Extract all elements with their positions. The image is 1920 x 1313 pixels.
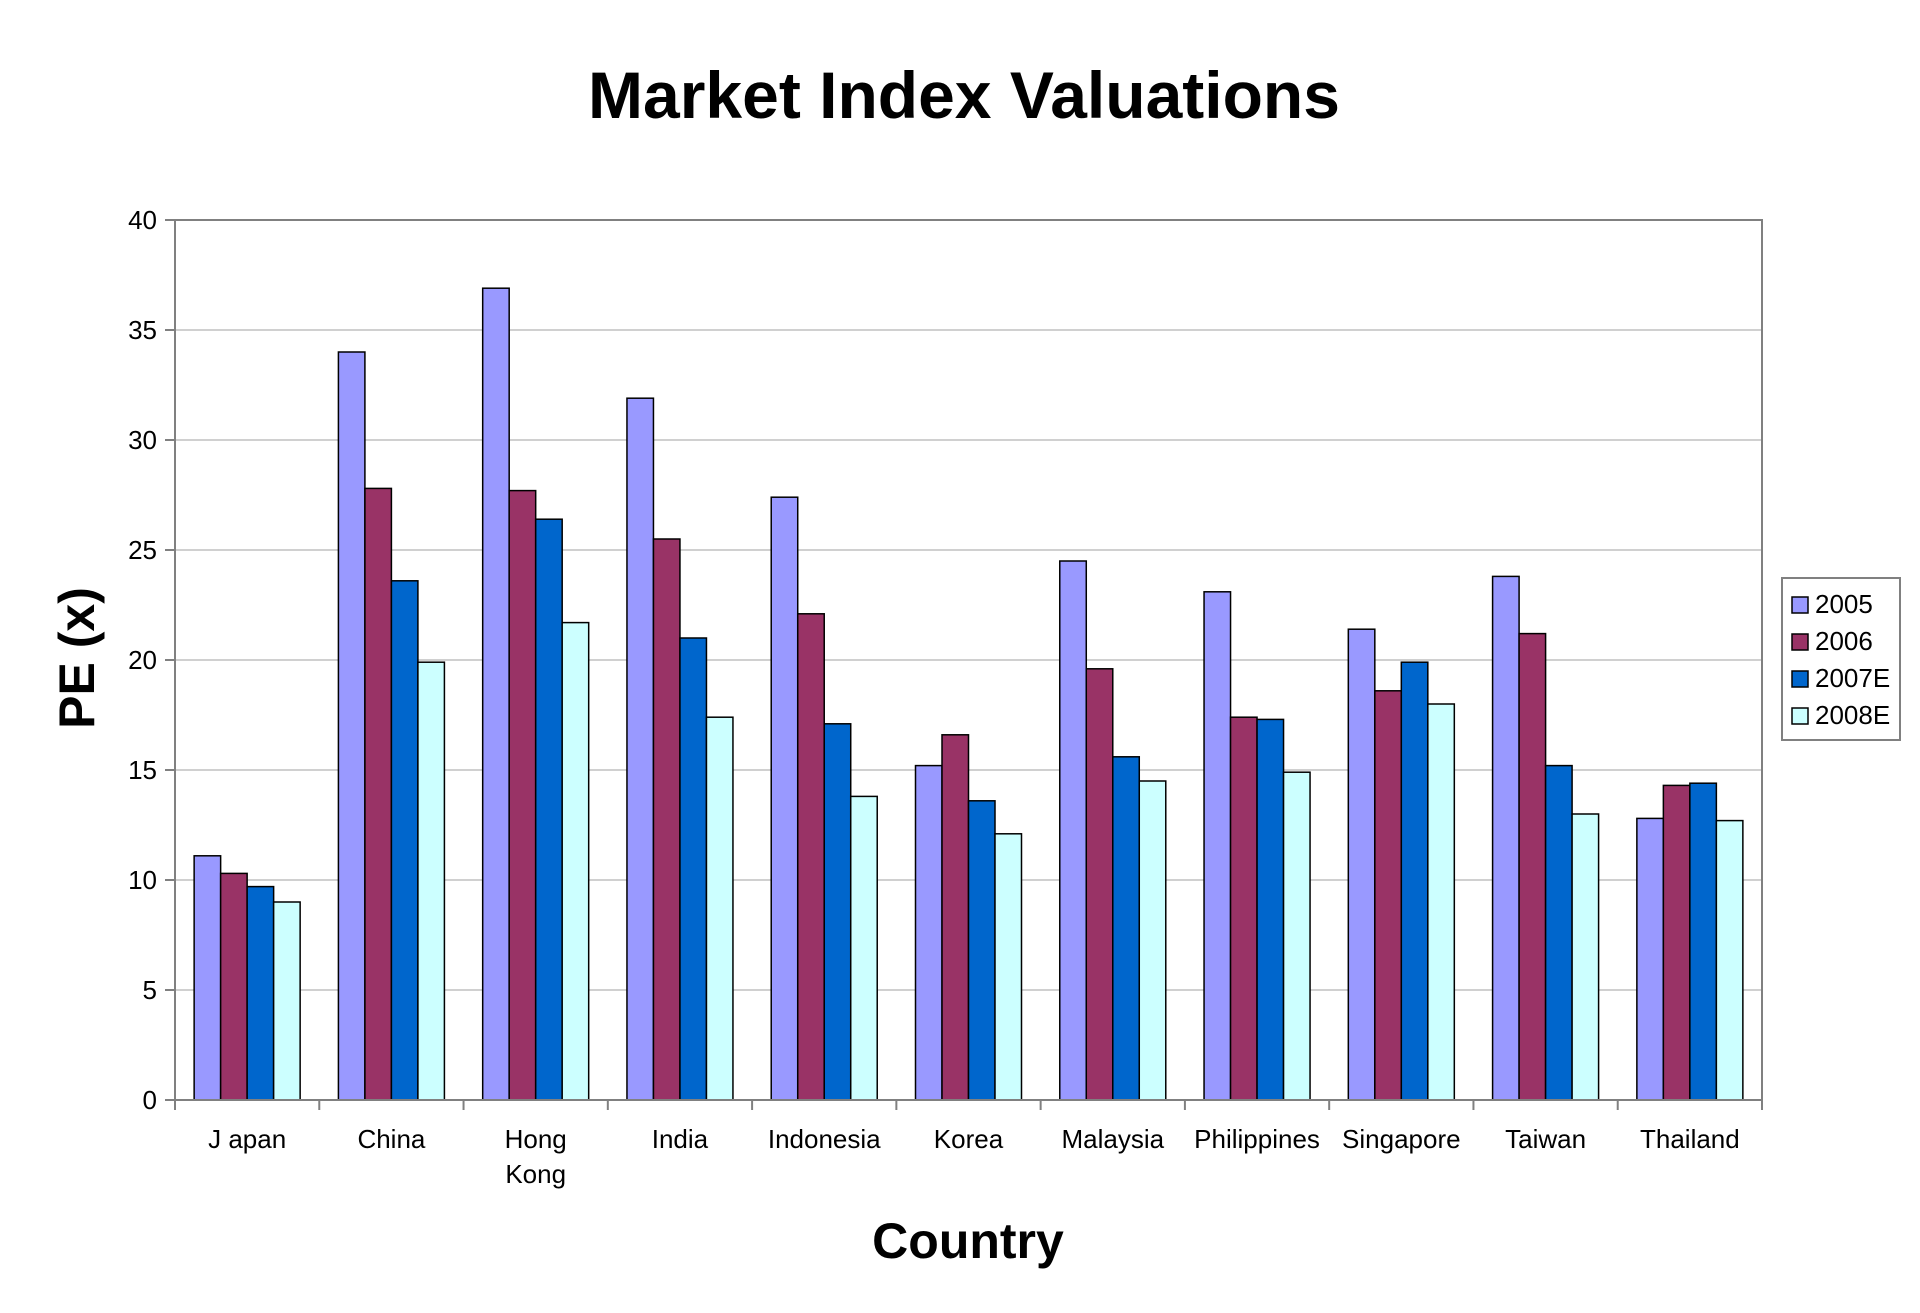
y-tick-label: 0	[143, 1085, 157, 1115]
bar-2007e	[1400, 661, 1429, 1101]
chart-title: Market Index Valuations	[588, 58, 1340, 132]
x-tick-label-line: Korea	[934, 1124, 1004, 1154]
legend-label-2005: 2005	[1815, 589, 1873, 619]
y-tick-label: 20	[128, 645, 157, 675]
x-axis-title: Country	[872, 1213, 1064, 1269]
bar-2006	[1518, 632, 1547, 1101]
x-tick-label: Hong Kong	[505, 1124, 567, 1189]
y-tick-labels: 0 5 10 15 20 25 30 35 40	[128, 205, 157, 1115]
bar-2007e	[390, 580, 419, 1101]
bar-2006	[364, 487, 393, 1101]
bar-2008e	[1138, 780, 1167, 1101]
legend-swatch-2007e	[1791, 670, 1809, 688]
bar-2006	[1229, 716, 1258, 1101]
bar-2007e	[1689, 782, 1718, 1101]
legend-label-2006: 2006	[1815, 626, 1873, 656]
x-tick-label: Philippines	[1194, 1124, 1320, 1154]
bar-2008e	[1571, 813, 1600, 1101]
legend: 2005 2006 2007E 2008E	[1781, 577, 1901, 741]
bar-2005	[1347, 628, 1376, 1101]
legend-label-2008e: 2008E	[1815, 700, 1890, 730]
bar-2007e	[679, 637, 708, 1101]
bar-2005	[1203, 591, 1232, 1101]
x-tick-label: Malaysia	[1061, 1124, 1164, 1154]
x-tick-labels: J apan China Hong Kong India Indonesia Korea Ma…	[208, 1124, 1740, 1189]
bar-2008e	[561, 621, 590, 1101]
x-tick-label: Singapore	[1342, 1124, 1461, 1154]
x-tick-label-line: China	[357, 1124, 425, 1154]
y-tick-label: 5	[143, 975, 157, 1005]
x-tick-label: China	[357, 1124, 425, 1154]
bar-2007e	[1256, 718, 1285, 1101]
bar-2008e	[1282, 771, 1311, 1101]
y-tick-label: 35	[128, 315, 157, 345]
bar-2006	[219, 872, 248, 1101]
plot-frame	[174, 219, 1763, 1101]
x-tick-label-line: Kong	[505, 1159, 566, 1189]
y-tick-label: 10	[128, 865, 157, 895]
legend-label-2007e: 2007E	[1815, 663, 1890, 693]
x-tick-label: Thailand	[1640, 1124, 1740, 1154]
x-tick-label-line: Singapore	[1342, 1124, 1461, 1154]
bar-2008e	[849, 795, 878, 1101]
bar-2005	[914, 764, 943, 1101]
x-tick-label: Taiwan	[1505, 1124, 1586, 1154]
legend-swatch-2005	[1791, 596, 1809, 614]
bar-2005	[626, 397, 655, 1101]
bar-2007e	[1544, 764, 1573, 1101]
bar-2005	[193, 855, 222, 1101]
x-tick-label-line: Indonesia	[768, 1124, 881, 1154]
bar-2005	[337, 351, 366, 1101]
legend-swatch-2006	[1791, 633, 1809, 651]
bars	[193, 287, 1744, 1101]
bar-2005	[481, 287, 510, 1101]
bar-2007e	[823, 723, 852, 1101]
bar-2007e	[967, 800, 996, 1101]
bar-2005	[770, 496, 799, 1101]
x-tick-label: Korea	[934, 1124, 1004, 1154]
x-tick-label-line: Hong	[505, 1124, 567, 1154]
x-tick-label-line: Malaysia	[1061, 1124, 1164, 1154]
y-axis-title: PE (x)	[49, 587, 105, 729]
bar-2006	[652, 538, 681, 1101]
bar-2006	[1085, 668, 1114, 1101]
bar-2006	[941, 734, 970, 1101]
bar-2006	[1662, 784, 1691, 1101]
bar-2008e	[1715, 819, 1744, 1101]
x-tick-label-line: India	[652, 1124, 709, 1154]
bar-2008e	[417, 661, 446, 1101]
bar-2005	[1059, 560, 1088, 1101]
bar-2008e	[994, 833, 1023, 1101]
bar-2006	[796, 613, 825, 1101]
legend-swatch-2008e	[1791, 707, 1809, 725]
x-tick-label: Indonesia	[768, 1124, 881, 1154]
y-tick-label: 40	[128, 205, 157, 235]
y-tick-label: 30	[128, 425, 157, 455]
bar-2008e	[705, 716, 734, 1101]
bar-2008e	[272, 901, 301, 1101]
x-tick-label-line: Taiwan	[1505, 1124, 1586, 1154]
bar-2007e	[246, 885, 275, 1101]
axes	[165, 219, 1763, 1110]
bar-2005	[1491, 575, 1520, 1101]
bar-2007e	[534, 518, 563, 1101]
y-tick-label: 15	[128, 755, 157, 785]
bar-2008e	[1427, 703, 1456, 1101]
x-tick-label-line: J apan	[208, 1124, 286, 1154]
bar-2007e	[1112, 756, 1141, 1101]
bar-2006	[1374, 690, 1403, 1101]
bar-2005	[1636, 817, 1665, 1101]
y-tick-label: 25	[128, 535, 157, 565]
x-tick-label: India	[652, 1124, 709, 1154]
bar-2006	[508, 489, 537, 1101]
x-tick-label: J apan	[208, 1124, 286, 1154]
x-tick-label-line: Thailand	[1640, 1124, 1740, 1154]
x-tick-label-line: Philippines	[1194, 1124, 1320, 1154]
